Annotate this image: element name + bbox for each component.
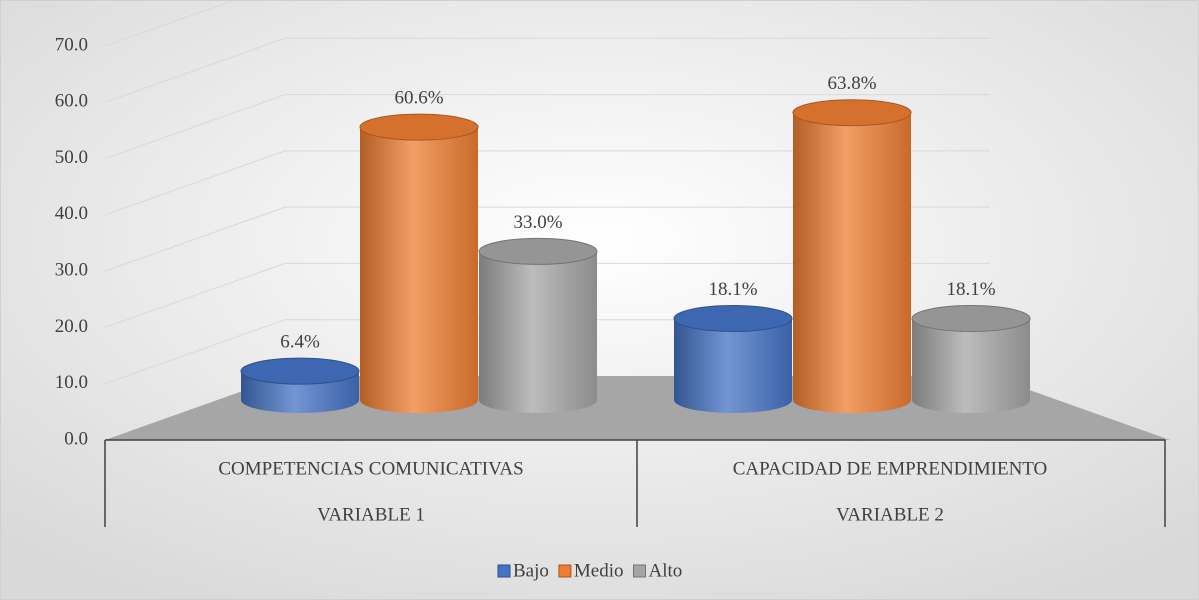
grid-line	[104, 37, 990, 103]
legend-swatch	[497, 564, 511, 578]
bar-bottom	[241, 387, 359, 413]
x-group-label: VARIABLE 1	[317, 504, 425, 525]
bar	[673, 304, 793, 413]
category-axis	[104, 439, 1166, 527]
grid-line	[104, 0, 236, 47]
bar	[478, 237, 598, 413]
bar-top	[911, 304, 1031, 332]
bar-top	[359, 113, 479, 141]
bar-body	[674, 318, 792, 400]
bar-body	[360, 127, 478, 400]
bar-bottom	[479, 387, 597, 413]
legend-swatch	[633, 564, 646, 578]
bar	[240, 357, 360, 413]
grid-line	[104, 150, 990, 216]
y-tick-label: 70.0	[55, 34, 88, 55]
data-label: 63.8%	[827, 73, 876, 94]
grid-line	[104, 262, 990, 328]
data-label: 33.0%	[513, 212, 562, 233]
bar-body	[479, 251, 597, 400]
bar-top	[673, 304, 793, 332]
legend-label: Medio	[574, 560, 624, 581]
bar-bottom	[360, 387, 478, 413]
bar-bottom	[793, 387, 911, 413]
y-tick-label: 40.0	[55, 203, 88, 224]
grid-line	[104, 94, 990, 160]
bar-bottom	[674, 387, 792, 413]
data-label: 18.1%	[946, 279, 995, 300]
y-tick-label: 30.0	[55, 260, 88, 281]
bar	[792, 99, 912, 413]
y-tick-label: 0.0	[64, 428, 88, 449]
data-label: 18.1%	[708, 279, 757, 300]
bar-top	[478, 237, 598, 265]
x-tick-label: COMPETENCIAS COMUNICATIVAS	[218, 458, 523, 479]
bar-top	[240, 357, 360, 385]
bar	[911, 304, 1031, 413]
x-group-label: VARIABLE 2	[836, 504, 944, 525]
bar-bottom	[912, 387, 1030, 413]
data-label: 6.4%	[280, 332, 320, 353]
legend-label: Alto	[649, 560, 683, 581]
bar-body	[912, 318, 1030, 400]
data-label: 60.6%	[394, 87, 443, 108]
y-tick-label: 20.0	[55, 316, 88, 337]
y-tick-label: 60.0	[55, 91, 88, 112]
bar	[359, 113, 479, 413]
grid-line	[104, 206, 990, 272]
y-tick-label: 10.0	[55, 372, 88, 393]
y-tick-label: 50.0	[55, 147, 88, 168]
legend-swatch	[558, 564, 572, 578]
bar-top	[792, 99, 912, 127]
x-tick-label: CAPACIDAD DE EMPRENDIMIENTO	[733, 458, 1048, 479]
legend-label: Bajo	[513, 560, 549, 581]
bar-body	[793, 112, 911, 400]
